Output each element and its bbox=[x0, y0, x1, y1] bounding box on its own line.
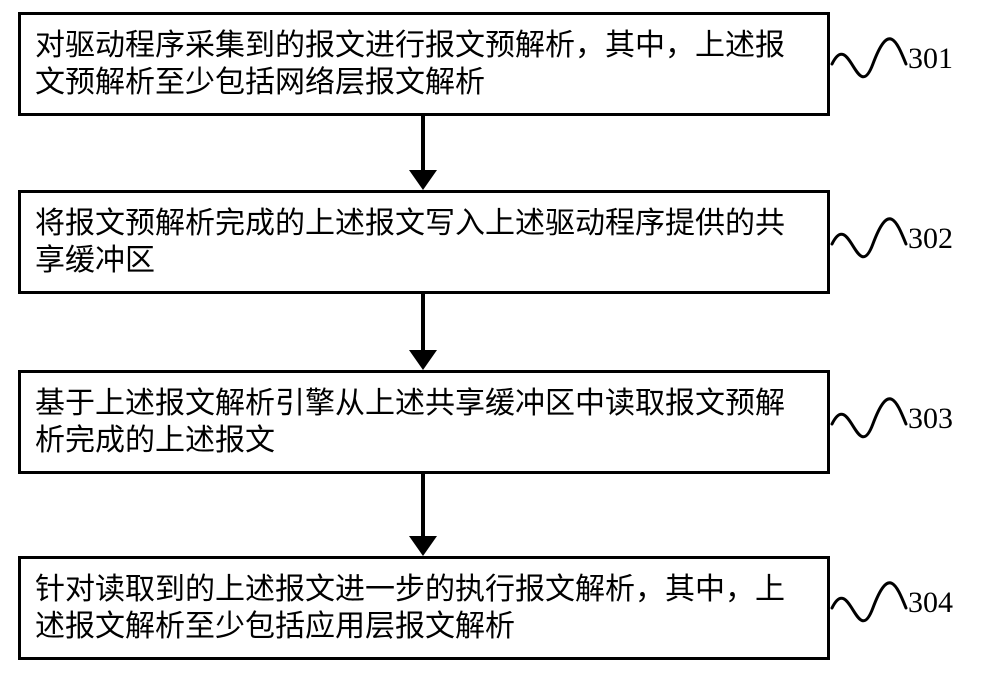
curly-connector bbox=[830, 578, 908, 643]
arrow-head-icon bbox=[409, 350, 437, 370]
step-label: 301 bbox=[908, 42, 953, 76]
step-label: 303 bbox=[908, 402, 953, 436]
flow-step-b2: 将报文预解析完成的上述报文写入上述驱动程序提供的共享缓冲区 bbox=[18, 190, 830, 294]
arrow-head-icon bbox=[409, 170, 437, 190]
step-text: 基于上述报文解析引擎从上述共享缓冲区中读取报文预解析完成的上述报文 bbox=[35, 385, 813, 460]
flow-step-b3: 基于上述报文解析引擎从上述共享缓冲区中读取报文预解析完成的上述报文 bbox=[18, 370, 830, 474]
curly-connector bbox=[830, 214, 908, 279]
flow-step-b4: 针对读取到的上述报文进一步的执行报文解析，其中，上述报文解析至少包括应用层报文解… bbox=[18, 556, 830, 660]
arrow-line bbox=[421, 116, 425, 170]
arrow-line bbox=[421, 474, 425, 536]
step-label: 302 bbox=[908, 222, 953, 256]
arrow-head-icon bbox=[409, 536, 437, 556]
step-text: 对驱动程序采集到的报文进行报文预解析，其中，上述报文预解析至少包括网络层报文解析 bbox=[35, 27, 813, 102]
arrow-line bbox=[421, 294, 425, 350]
curly-connector bbox=[830, 34, 908, 99]
step-text: 将报文预解析完成的上述报文写入上述驱动程序提供的共享缓冲区 bbox=[35, 205, 813, 280]
flow-arrow bbox=[409, 294, 437, 370]
step-label: 304 bbox=[908, 586, 953, 620]
flow-step-b1: 对驱动程序采集到的报文进行报文预解析，其中，上述报文预解析至少包括网络层报文解析 bbox=[18, 12, 830, 116]
step-text: 针对读取到的上述报文进一步的执行报文解析，其中，上述报文解析至少包括应用层报文解… bbox=[35, 571, 813, 646]
flow-arrow bbox=[409, 474, 437, 556]
curly-connector bbox=[830, 394, 908, 459]
flow-arrow bbox=[409, 116, 437, 190]
